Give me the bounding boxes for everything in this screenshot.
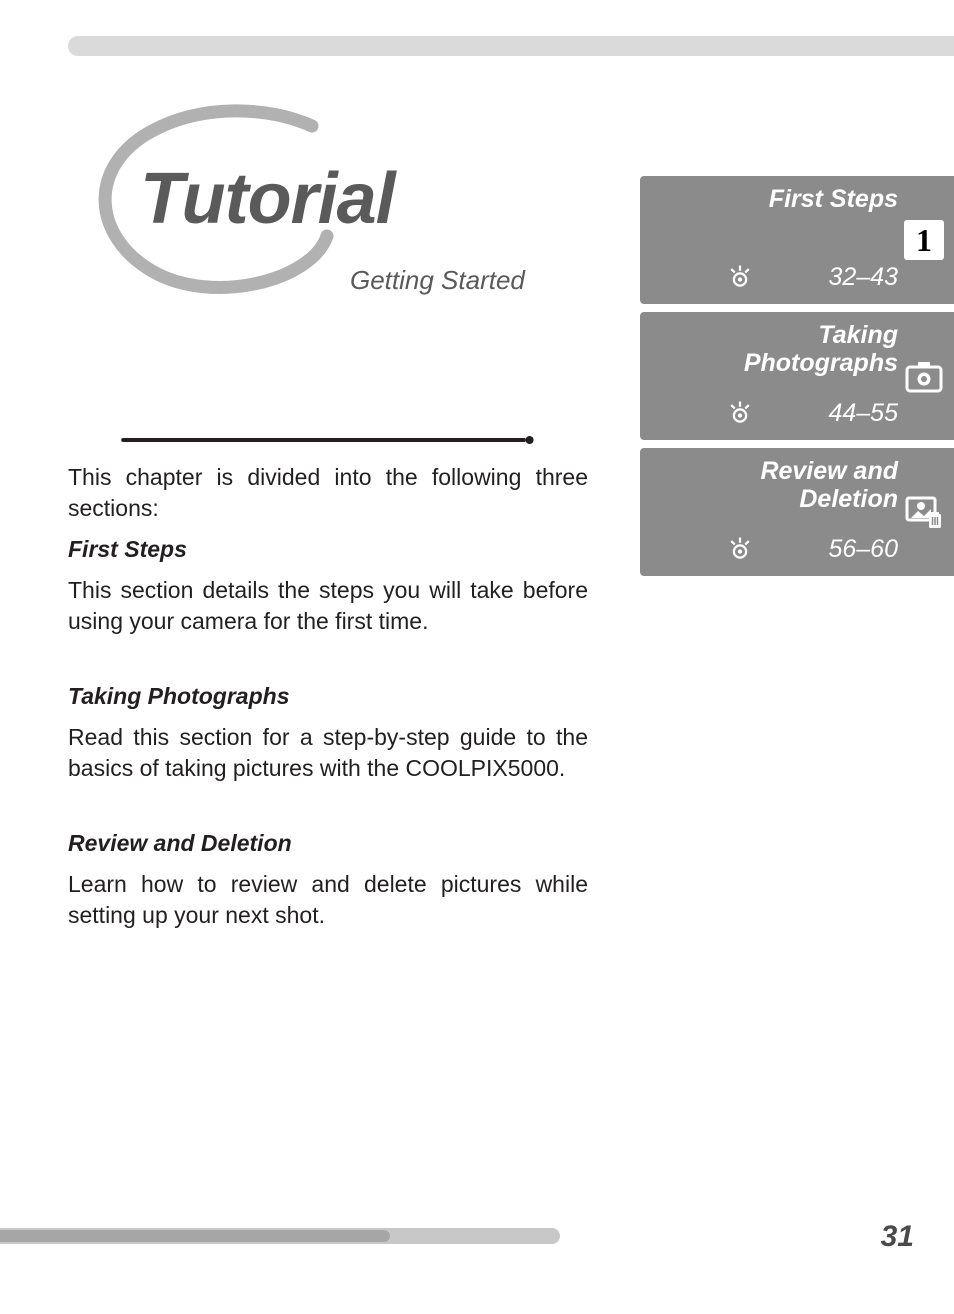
side-tab-review-deletion[interactable]: Review and Deletion 56–60 bbox=[640, 448, 954, 576]
section-text-first-steps: This section details the steps you will … bbox=[68, 575, 588, 637]
section-text-taking-photographs: Read this section for a step-by-step gui… bbox=[68, 722, 588, 784]
top-rule-bar bbox=[68, 36, 954, 56]
section-text-review-deletion: Learn how to review and delete pictures … bbox=[68, 869, 588, 931]
side-tab-pages: 44–55 bbox=[828, 399, 898, 428]
camera-icon bbox=[904, 356, 944, 396]
look-icon bbox=[726, 534, 754, 562]
number-one-icon: 1 bbox=[904, 220, 944, 260]
side-tab-taking-photographs[interactable]: Taking Photographs 44–55 bbox=[640, 312, 954, 440]
review-delete-icon bbox=[904, 492, 944, 532]
side-tab-pages: 32–43 bbox=[828, 263, 898, 292]
side-tab-list: First Steps 32–43 1 Taking Photographs 4… bbox=[640, 176, 954, 584]
side-tab-title: Review and Deletion bbox=[760, 458, 898, 513]
svg-text:1: 1 bbox=[916, 222, 932, 258]
side-tab-pages: 56–60 bbox=[828, 535, 898, 564]
look-icon bbox=[726, 398, 754, 426]
side-tab-title: Taking Photographs bbox=[744, 322, 898, 377]
side-tab-title: First Steps bbox=[769, 186, 898, 214]
section-heading-taking-photographs: Taking Photographs bbox=[68, 681, 588, 712]
page-number: 31 bbox=[881, 1220, 914, 1254]
chapter-title: Tutorial bbox=[140, 158, 395, 240]
section-heading-first-steps: First Steps bbox=[68, 534, 588, 565]
chapter-subtitle: Getting Started bbox=[350, 265, 525, 296]
look-icon bbox=[726, 262, 754, 290]
body-column: This chapter is divided into the followi… bbox=[68, 436, 588, 942]
section-heading-review-deletion: Review and Deletion bbox=[68, 828, 588, 859]
side-tab-first-steps[interactable]: First Steps 32–43 1 bbox=[640, 176, 954, 304]
intro-text: This chapter is divided into the followi… bbox=[68, 462, 588, 524]
bottom-rule-bar bbox=[0, 1228, 560, 1244]
